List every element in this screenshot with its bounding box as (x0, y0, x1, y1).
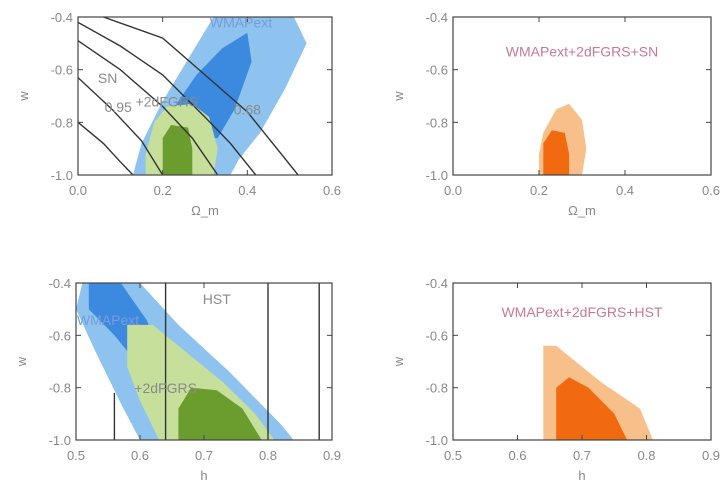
y-tick-label: -0.4 (51, 10, 73, 25)
x-tick-label: 0.5 (444, 448, 462, 463)
contour-line-0 (78, 21, 257, 175)
plot-area (76, 283, 320, 440)
y-axis-label: w (391, 356, 406, 367)
x-tick-label: 0.9 (702, 448, 720, 463)
y-tick-label: -0.6 (426, 63, 448, 78)
contour-line-4 (103, 17, 299, 175)
x-tick-label: 0.8 (259, 448, 277, 463)
y-tick-label: -0.6 (51, 63, 73, 78)
y-tick-label: -0.4 (49, 276, 71, 291)
x-tick-label: 0.0 (69, 183, 87, 198)
y-tick-label: -0.6 (426, 328, 448, 343)
annotation-1: WMAPext (77, 312, 139, 328)
plot-frame (452, 16, 712, 176)
y-tick-label: -1.0 (426, 168, 448, 183)
y-axis-label: w (14, 356, 29, 367)
y-tick-label: -0.4 (426, 10, 448, 25)
x-tick-label: 0.6 (131, 448, 149, 463)
annotation-2: +2dFGRS (136, 94, 199, 110)
y-tick-label: -1.0 (49, 433, 71, 448)
confidence-region-1 (556, 377, 628, 440)
y-tick-label: -1.0 (51, 168, 73, 183)
contour-line-1 (78, 40, 219, 175)
x-axis-label: h (578, 468, 585, 483)
x-tick-label: 0.5 (67, 448, 85, 463)
x-tick-label: 0.2 (154, 183, 172, 198)
panel-p4: 0.5 0.6 0.7 0.8 0.9 -0.4 -0.6 -0.8 -1.0 h w WMAPext… (391, 276, 720, 483)
confidence-region-3 (178, 387, 262, 440)
x-tick-label: 0.4 (238, 183, 256, 198)
contour-line-3 (78, 121, 134, 175)
y-axis-label: w (391, 91, 406, 102)
plot-area (543, 345, 653, 440)
y-tick-label: -1.0 (426, 433, 448, 448)
x-tick-label: 0.7 (573, 448, 591, 463)
confidence-region-1 (543, 130, 570, 175)
x-tick-label: 0.6 (702, 183, 720, 198)
y-tick-label: -0.8 (51, 115, 73, 130)
annotation-1: SN (98, 70, 117, 86)
y-axis-label: w (16, 91, 31, 102)
annotation-0: WMAPext+2dFGRS+HST (501, 304, 662, 320)
x-tick-label: 0.6 (323, 183, 341, 198)
x-axis-label: Ω_m (568, 203, 596, 218)
annotation-0: WMAPext (210, 15, 272, 31)
annotation-3: 0.95 (105, 99, 132, 115)
plot-frame (77, 16, 333, 176)
x-tick-label: 0.8 (637, 448, 655, 463)
y-tick-label: -0.8 (426, 115, 448, 130)
contour-line-2 (78, 77, 164, 175)
x-tick-label: 0.7 (195, 448, 213, 463)
x-axis-label: Ω_m (191, 203, 219, 218)
x-tick-label: 0.9 (323, 448, 341, 463)
y-tick-label: -0.8 (49, 381, 71, 396)
annotation-4: 0.68 (234, 101, 261, 117)
panel-p2: 0.0 0.2 0.4 0.6 -0.4 -0.6 -0.8 -1.0 Ω_m w WMAPext+… (391, 10, 720, 218)
x-axis-label: h (200, 468, 207, 483)
x-tick-label: 0.4 (616, 183, 634, 198)
plot-area (539, 103, 587, 175)
annotation-0: HST (203, 291, 231, 307)
y-tick-label: -0.4 (426, 276, 448, 291)
plot-area (78, 17, 307, 175)
y-tick-label: -0.8 (426, 381, 448, 396)
x-tick-label: 0.0 (444, 183, 462, 198)
annotation-0: WMAPext+2dFGRS+SN (506, 44, 659, 60)
confidence-region-3 (162, 125, 193, 175)
panel-p3: 0.5 0.6 0.7 0.8 0.9 -0.4 -0.6 -0.8 -1.0 h w HST WMAP… (14, 276, 341, 483)
x-tick-label: 0.6 (508, 448, 526, 463)
panel-p1: 0.0 0.2 0.4 0.6 -0.4 -0.6 -0.8 -1.0 Ω_m w WMAPext S… (16, 10, 341, 218)
x-tick-label: 0.2 (530, 183, 548, 198)
annotation-2: +2dFGRS (134, 380, 197, 396)
y-tick-label: -0.6 (49, 328, 71, 343)
